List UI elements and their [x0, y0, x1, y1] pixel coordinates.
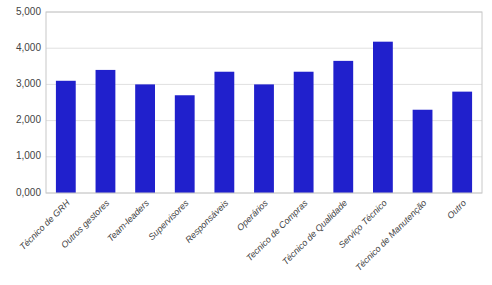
y-tick-label: 0,000 [16, 187, 41, 198]
bar [254, 84, 274, 193]
x-tick-label: Outro [445, 198, 468, 221]
chart-container: 0,000 1,000 2,000 3,000 4,000 5,000 Técnico de… [0, 0, 492, 285]
bar [413, 110, 433, 193]
bar [373, 42, 393, 193]
grid-line [46, 48, 482, 49]
y-tick-label: 3,000 [16, 78, 41, 89]
bar [175, 95, 195, 193]
x-tick-label: Operários [235, 198, 270, 233]
x-tick-label: Responsáveis [183, 198, 230, 245]
x-tick-label: Técnico de Manutenção [353, 198, 428, 273]
bar [333, 61, 353, 193]
x-tick-label: Team-leaders [105, 198, 151, 244]
bar [135, 84, 155, 193]
y-tick-label: 1,000 [16, 150, 41, 161]
bar [452, 92, 472, 193]
bars [56, 42, 472, 193]
y-tick-label: 4,000 [16, 42, 41, 53]
x-tick-label: Técnico de Qualidade [280, 198, 349, 267]
bar [96, 70, 116, 193]
y-tick-label: 2,000 [16, 114, 41, 125]
bar [294, 72, 314, 193]
bar [56, 81, 76, 193]
x-tick-label: Outros gestores [59, 198, 112, 251]
plot-frame [46, 12, 482, 193]
y-tick-label: 5,000 [16, 6, 41, 17]
chart: 0,000 1,000 2,000 3,000 4,000 5,000 Técnico de… [0, 0, 492, 285]
bar [214, 72, 234, 193]
grid [46, 12, 482, 193]
